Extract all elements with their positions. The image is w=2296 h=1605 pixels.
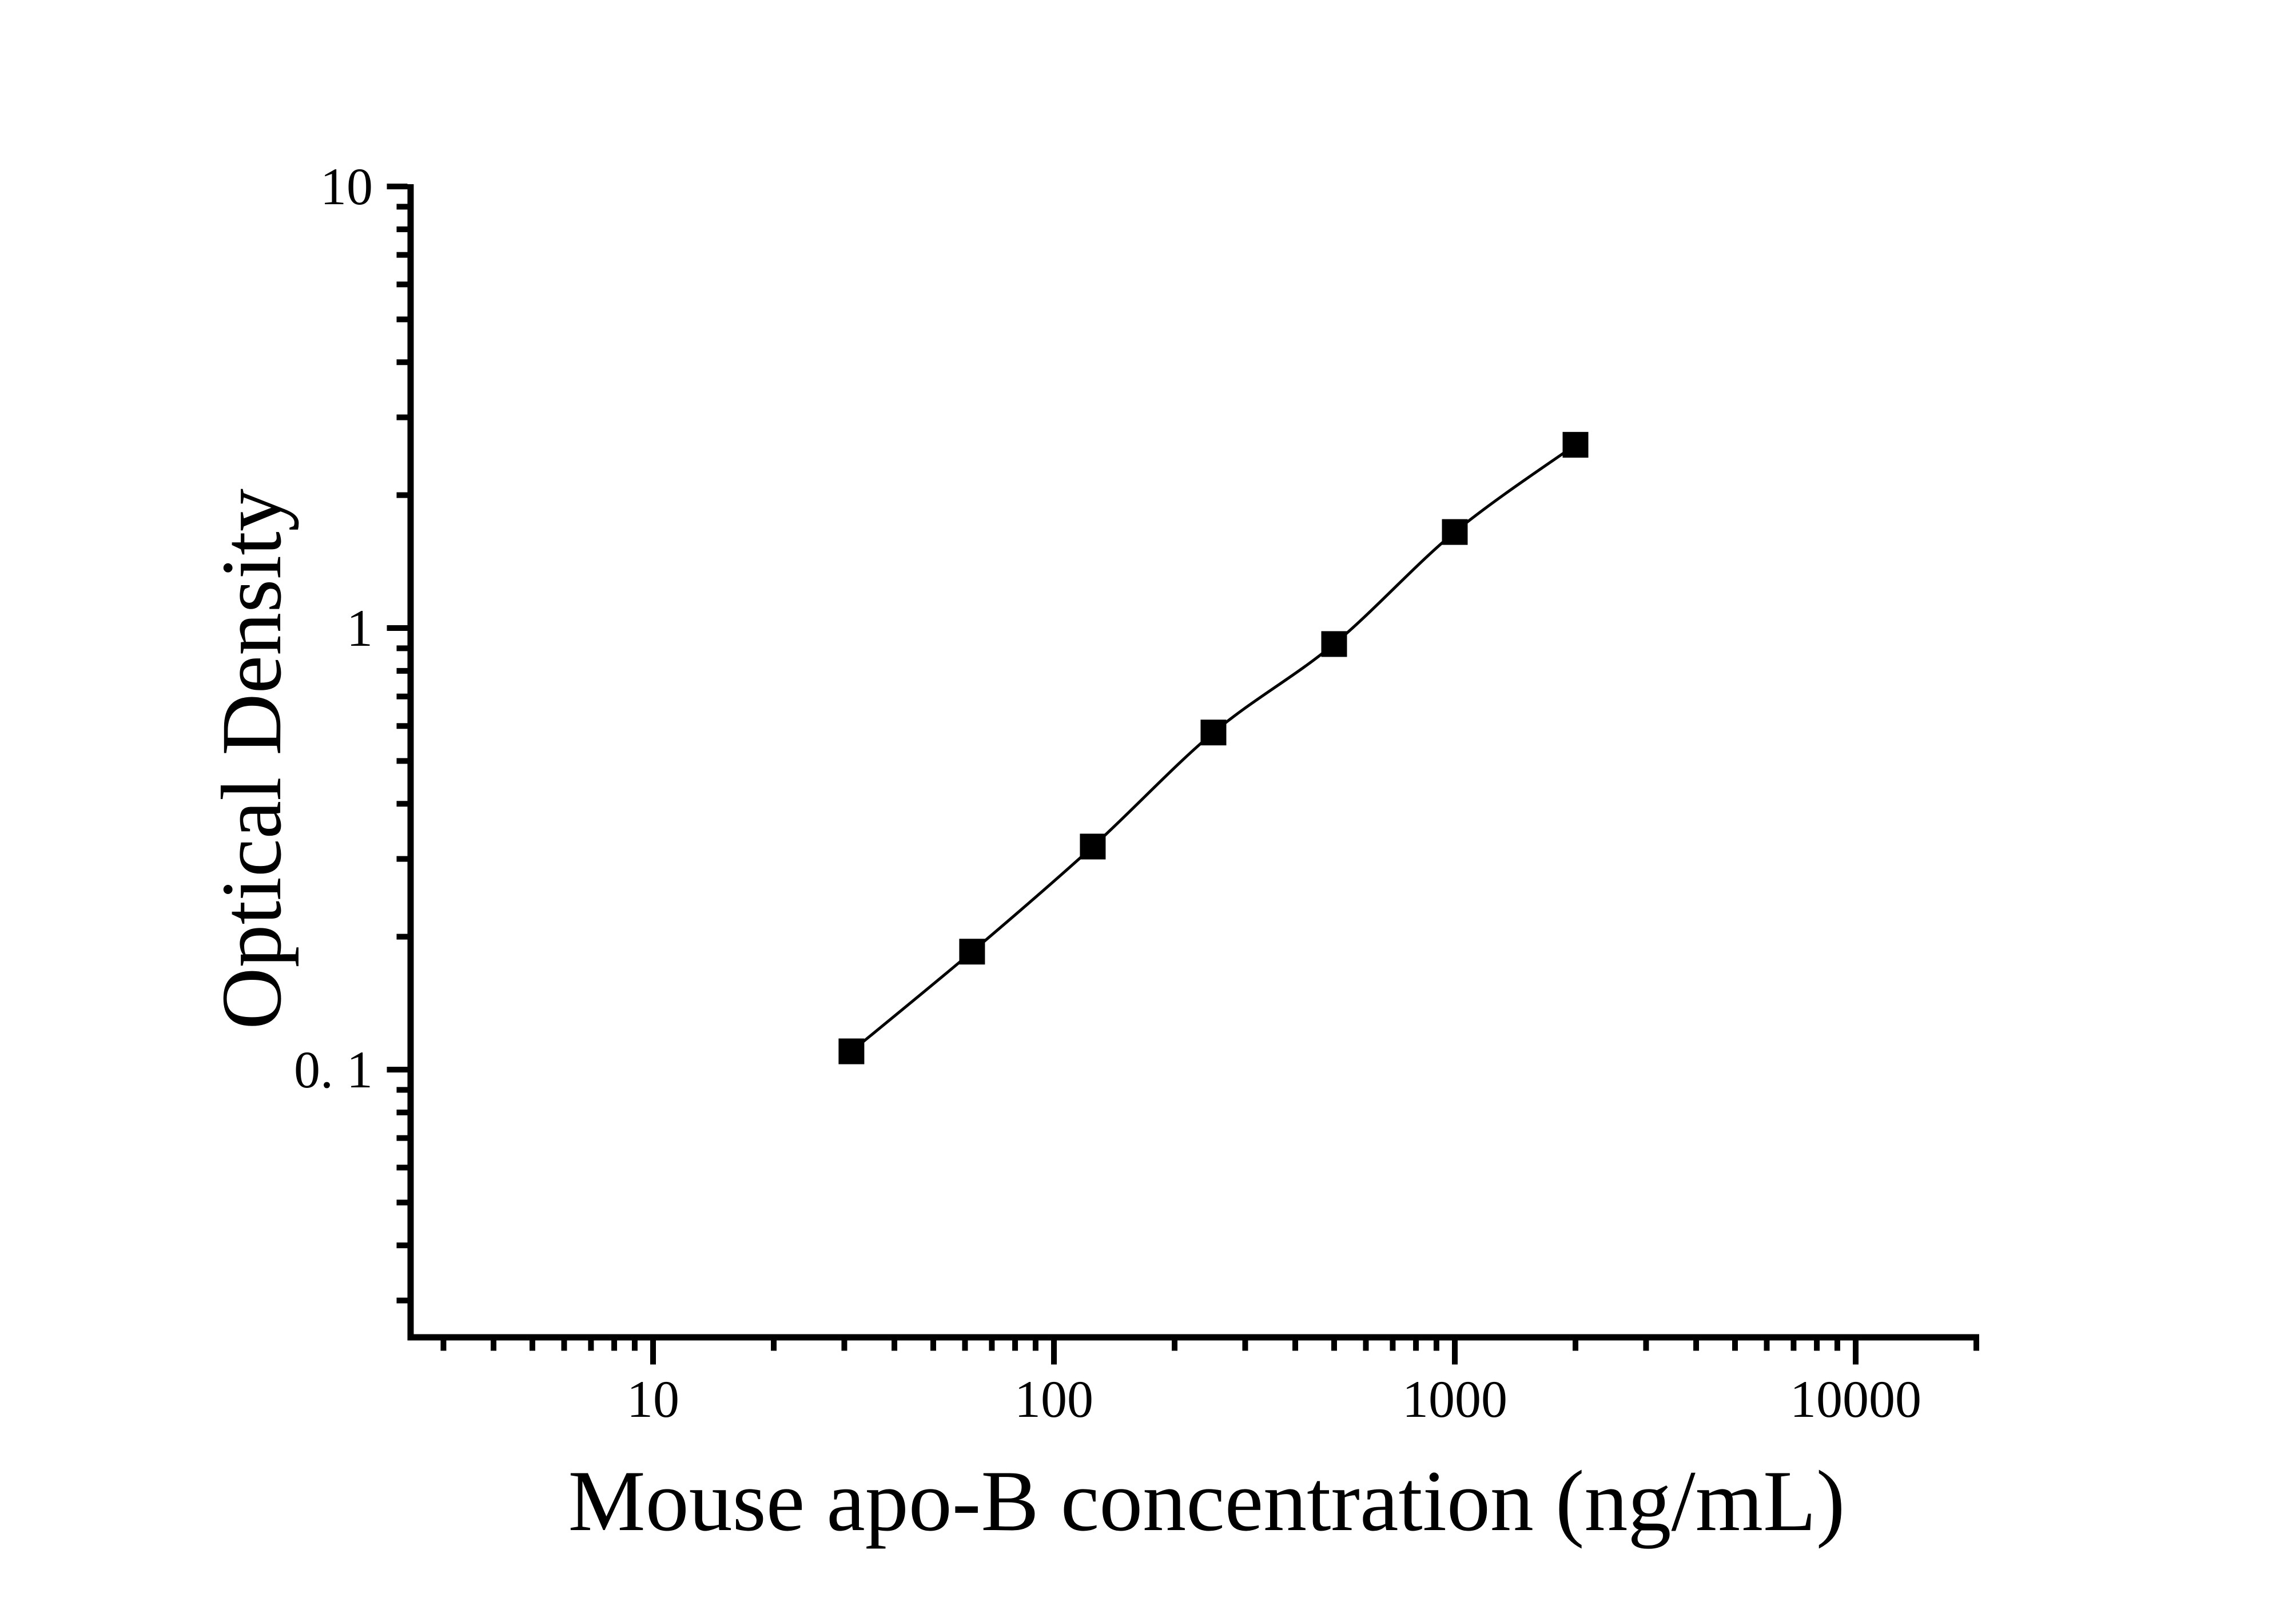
data-point-marker bbox=[959, 939, 985, 965]
data-point-marker bbox=[1080, 833, 1106, 860]
x-tick-label: 10000 bbox=[1790, 1370, 1921, 1428]
x-tick-label: 1000 bbox=[1402, 1370, 1507, 1428]
y-tick-label: 10 bbox=[320, 157, 373, 216]
y-axis-title: Optical Density bbox=[204, 488, 299, 1030]
axis-spines bbox=[407, 184, 1979, 1341]
y-tick-label: 0. 1 bbox=[294, 1040, 373, 1099]
data-point-marker bbox=[838, 1038, 865, 1064]
y-tick-label: 1 bbox=[347, 599, 373, 657]
data-point-marker bbox=[1442, 519, 1468, 545]
data-point-marker bbox=[1562, 432, 1589, 458]
x-tick-label: 100 bbox=[1014, 1370, 1093, 1428]
data-point-marker bbox=[1321, 631, 1347, 657]
x-tick-label: 10 bbox=[627, 1370, 679, 1428]
data-point-marker bbox=[1200, 720, 1227, 746]
x-axis-title: Mouse apo-B concentration (ng/mL) bbox=[568, 1453, 1845, 1549]
